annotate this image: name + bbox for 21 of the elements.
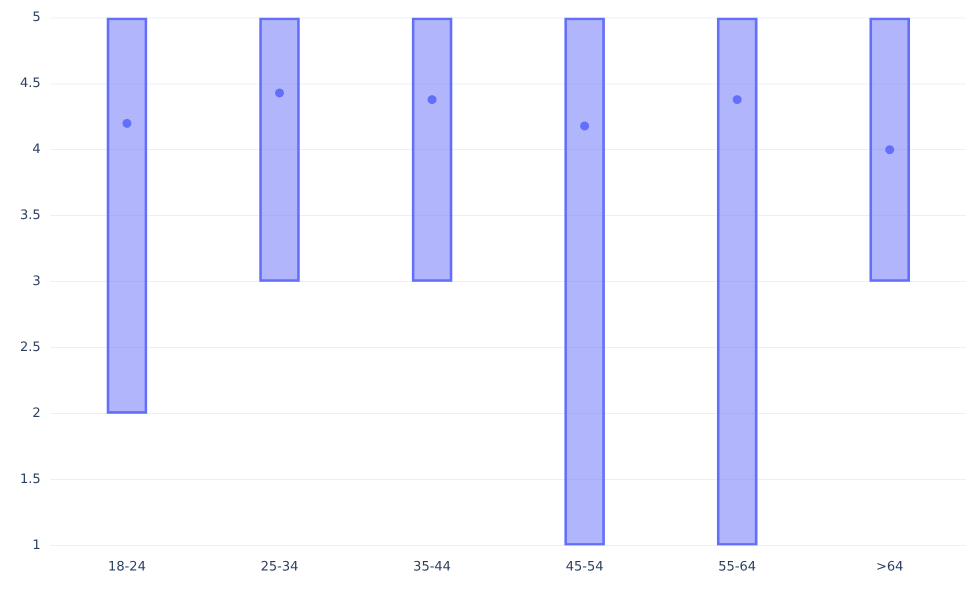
y-tick-label: 4 (32, 142, 41, 158)
point (275, 88, 284, 98)
x-tick-label: 55-64 (718, 560, 756, 575)
y-tick-label: 1 (32, 538, 41, 553)
y-tick-label: 3 (32, 274, 41, 289)
point (885, 145, 894, 154)
point (122, 118, 132, 128)
point (580, 121, 590, 130)
y-tick-label: 4.5 (20, 76, 41, 92)
y-tick-label: 1.5 (20, 472, 41, 487)
x-tick-label: 25-34 (260, 560, 298, 575)
x-tick-label: 45-54 (566, 560, 604, 575)
x-tick-label: 18-24 (108, 560, 146, 575)
y-tick-label: 3.5 (20, 208, 41, 224)
y-tick-label: 5 (32, 10, 41, 26)
x-tick-label: >64 (876, 560, 904, 575)
y-tick-label: 2 (32, 406, 41, 421)
point (732, 95, 742, 104)
y-tick-label: 2.5 (20, 340, 41, 355)
point (428, 95, 437, 104)
x-tick-label: 35-44 (413, 560, 451, 575)
